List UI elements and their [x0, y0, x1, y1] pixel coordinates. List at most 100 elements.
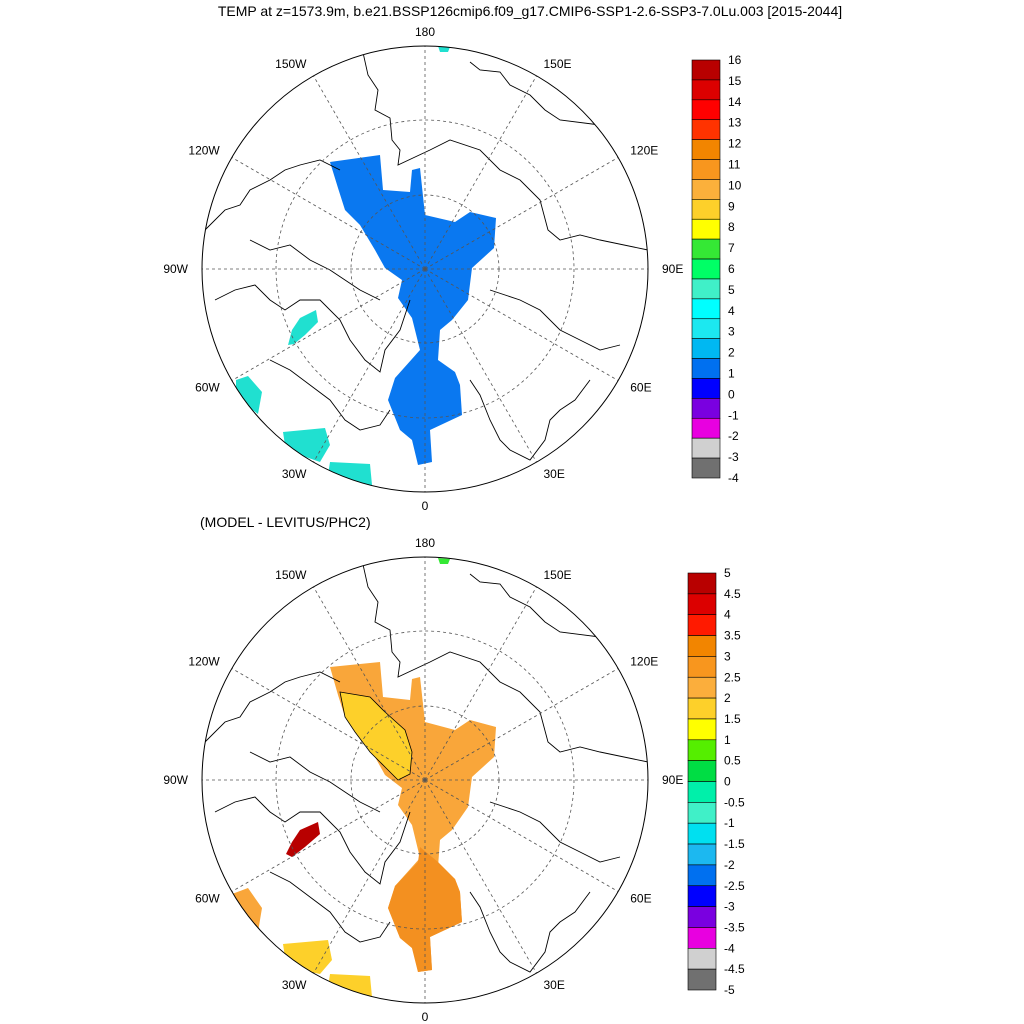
eurasian-basin-anomaly-fill [388, 847, 462, 972]
colorbar-swatch [691, 218, 721, 240]
longitude-label: 150W [275, 568, 307, 582]
nordic-anomaly-fill [328, 974, 372, 997]
meridian-lines [202, 46, 648, 492]
colorbar-tick-label: 3.5 [724, 629, 741, 643]
meridian-line [424, 157, 619, 270]
colorbar-tick-label: -4.5 [724, 962, 745, 976]
colorbar-tick-label: 11 [728, 158, 741, 172]
colorbar-tick-label: -3 [724, 900, 735, 914]
colorbar-swatch [687, 781, 717, 803]
colorbar-swatch [691, 99, 721, 121]
colorbar-tick-label: 6 [728, 262, 735, 276]
longitude-label: 30W [282, 978, 307, 992]
colorbar-swatch [687, 676, 717, 699]
colorbar-tick-label: -3.5 [724, 920, 745, 934]
longitude-label: 90E [662, 262, 683, 276]
colorbar-tick-label: 5 [724, 566, 731, 580]
colorbar-tick-label: -3 [728, 450, 739, 464]
longitude-label: 0 [422, 499, 429, 512]
longitude-label: 150E [544, 568, 572, 582]
colorbar-swatch [691, 457, 721, 479]
colorbar-tick-label: 2 [728, 346, 735, 360]
colorbar-tick-label: 2 [724, 691, 731, 705]
longitude-label: 60W [195, 381, 220, 395]
colorbar-swatch [691, 179, 721, 200]
colorbar-tick-label: -5 [724, 983, 735, 997]
meridian-line [424, 75, 537, 270]
colorbar-tick-label: 15 [728, 74, 742, 88]
colorbar-tick-label: 13 [728, 116, 742, 130]
arctic-basin-fill [330, 155, 496, 465]
colorbar-tick-label: 1.5 [724, 712, 741, 726]
colorbar-tick-label: 3 [728, 325, 735, 339]
colorbar-tick-label: 0 [728, 387, 735, 401]
colorbar-swatch [691, 358, 721, 379]
colorbar-swatch [691, 79, 721, 101]
longitude-label: 120W [188, 144, 220, 158]
colorbar-tick-label: -1.5 [724, 837, 745, 851]
colorbar-swatch [691, 238, 721, 260]
nordic-seas-fill [328, 462, 372, 485]
longitude-label: 120E [630, 144, 658, 158]
colorbar-tick-label: -1 [724, 816, 735, 830]
longitude-label: 60E [630, 381, 651, 395]
colorbar-swatch [687, 656, 717, 678]
colorbar-tick-label: 4 [724, 608, 731, 622]
bering-anomaly-fill [438, 558, 450, 564]
map-boundary [201, 45, 649, 493]
colorbar-tick-label: 2.5 [724, 670, 741, 684]
colorbar-swatch [691, 378, 721, 399]
colorbar-tick-label: -1 [728, 408, 739, 422]
meridian-line [424, 779, 619, 892]
colorbar-tick-label: -0.5 [724, 795, 745, 809]
labrador-anomaly-fill [232, 888, 262, 932]
colorbar-tick-label: -2.5 [724, 879, 745, 893]
longitude-label: 180 [415, 536, 435, 550]
colorbar-swatch [687, 802, 717, 824]
colorbar-swatch [687, 947, 717, 970]
baffin-fill [288, 310, 318, 345]
colorbar-tick-label: 9 [728, 199, 735, 213]
colorbar-swatch [691, 417, 721, 439]
longitude-label: 90W [163, 773, 188, 787]
meridian-line [231, 779, 426, 892]
colorbar-tick-label: -2 [728, 429, 739, 443]
meridian-line [424, 268, 537, 463]
colorbar-tick-label: 0.5 [724, 754, 741, 768]
longitude-label: 60E [630, 892, 651, 906]
colorbar-tick-label: 4 [728, 304, 735, 318]
colorbar-tick-label: 1 [724, 733, 731, 747]
longitude-label: 30E [544, 467, 565, 481]
longitude-label: 60W [195, 892, 220, 906]
longitude-label: 120E [630, 655, 658, 669]
colorbar-swatch [691, 318, 721, 339]
longitude-label: 90W [163, 262, 188, 276]
colorbar-swatch [687, 614, 717, 636]
colorbar-swatch [687, 572, 717, 595]
longitude-labels: 180 150E 120E 90E 60E 30E 0 30W 60W 90W 120W 150W [163, 25, 683, 512]
colorbar-swatch [687, 697, 717, 720]
colorbar-tick-label: 14 [728, 95, 742, 109]
colorbar-swatch [691, 139, 721, 160]
longitude-label: 90E [662, 773, 683, 787]
longitude-label: 150W [275, 57, 307, 71]
colorbar-tick-label: -4 [728, 471, 739, 485]
colorbar-swatch [687, 718, 717, 741]
meridian-line [424, 668, 619, 781]
colorbar-swatch [691, 258, 721, 280]
meridian-line [313, 75, 426, 270]
colorbar-swatch [691, 298, 721, 320]
longitude-label: 30W [282, 467, 307, 481]
longitude-label: 30E [544, 978, 565, 992]
figure-title: TEMP at z=1573.9m, b.e21.BSSP126cmip6.f0… [217, 3, 843, 19]
meridian-line [424, 586, 537, 781]
colorbar-swatch [687, 822, 717, 845]
colorbar-swatch [687, 864, 717, 887]
colorbar-swatch [687, 927, 717, 949]
longitude-label: 180 [415, 25, 435, 39]
longitude-labels: 180 150E 120E 90E 60E 30E 0 30W 60W 90W 120W 150W [163, 536, 683, 1024]
canada-basin-anomaly-fill [339, 691, 413, 781]
longitude-label: 0 [422, 1010, 429, 1024]
colorbar-swatch [687, 843, 717, 866]
